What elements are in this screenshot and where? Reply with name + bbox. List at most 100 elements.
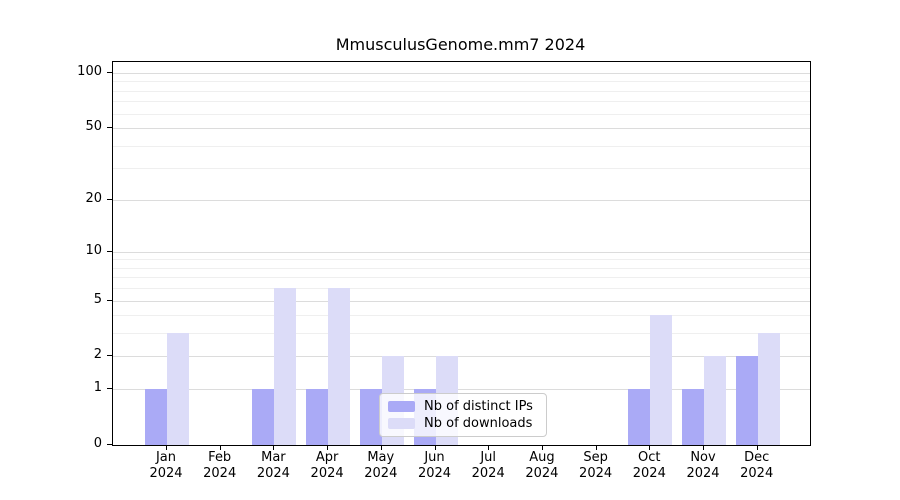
gridline-minor	[113, 81, 810, 83]
x-tick-label: Sep 2024	[566, 450, 626, 482]
x-tick	[756, 445, 758, 450]
legend-swatch-downloads	[388, 418, 415, 429]
x-tick-label-month: Jan	[155, 450, 177, 465]
y-tick-label: 1	[93, 380, 102, 396]
x-tick-label: Jun 2024	[405, 450, 465, 482]
x-tick-label-month: Dec	[744, 450, 770, 465]
y-tick	[107, 299, 112, 301]
plot-area: Nb of distinct IPs Nb of downloads	[112, 61, 811, 446]
legend-item-distinct-ips: Nb of distinct IPs	[388, 399, 538, 414]
x-tick-label: Jul 2024	[458, 450, 518, 482]
x-tick-label: Aug 2024	[512, 450, 572, 482]
x-tick-label: Nov 2024	[673, 450, 733, 482]
x-tick-label-year: 2024	[686, 466, 720, 481]
gridline-minor	[113, 259, 810, 261]
gridline-minor	[113, 267, 810, 269]
x-tick-label: Feb 2024	[190, 450, 250, 482]
x-tick	[488, 445, 490, 450]
bar-distinct-ips-apr	[306, 389, 329, 445]
y-tick-label: 50	[85, 119, 102, 135]
x-tick-label: Apr 2024	[297, 450, 357, 482]
x-tick-label-year: 2024	[740, 466, 774, 481]
x-tick-label-year: 2024	[417, 466, 452, 481]
x-tick-label-year: 2024	[364, 466, 398, 481]
gridline-minor	[113, 315, 810, 317]
gridline-minor	[113, 288, 810, 290]
gridline-minor	[113, 101, 810, 103]
legend-label-downloads: Nb of downloads	[424, 416, 533, 431]
x-tick	[219, 445, 221, 450]
x-tick-label-year: 2024	[579, 466, 613, 481]
x-tick	[434, 445, 436, 450]
bar-downloads-mar	[274, 288, 297, 445]
legend: Nb of distinct IPs Nb of downloads	[379, 393, 547, 437]
legend-label-distinct-ips: Nb of distinct IPs	[424, 399, 533, 414]
gridline-minor	[113, 113, 810, 115]
x-tick-label: Mar 2024	[243, 450, 303, 482]
bar-downloads-jan	[167, 333, 189, 445]
bar-distinct-ips-dec	[735, 356, 758, 445]
y-tick-label: 5	[93, 291, 102, 307]
x-tick	[273, 445, 275, 450]
x-tick-label-month: Apr	[315, 450, 339, 465]
x-tick-label-month: Feb	[208, 450, 232, 465]
bar-distinct-ips-may	[359, 389, 382, 445]
x-tick-label: May 2024	[351, 450, 411, 482]
y-tick	[107, 444, 112, 445]
x-tick-label-month: Jun	[424, 450, 445, 465]
x-tick	[166, 445, 167, 450]
x-tick-label-year: 2024	[471, 466, 505, 481]
x-tick-label-month: May	[367, 450, 395, 465]
y-tick-label: 10	[85, 242, 102, 258]
bar-distinct-ips-mar	[252, 389, 275, 445]
x-tick-label-month: Oct	[638, 450, 661, 465]
y-tick	[107, 72, 112, 73]
x-tick-label-month: Aug	[529, 450, 555, 465]
y-tick	[107, 198, 112, 200]
x-tick	[703, 445, 704, 450]
x-tick-label-year: 2024	[632, 466, 666, 481]
y-tick	[107, 355, 112, 357]
x-tick-label: Dec 2024	[727, 450, 787, 482]
gridline-minor	[113, 90, 810, 92]
x-tick-label-month: Sep	[583, 450, 608, 465]
x-tick-label-year: 2024	[203, 466, 237, 481]
bar-distinct-ips-jan	[145, 389, 167, 445]
x-tick	[380, 445, 382, 450]
gridline-major	[113, 356, 810, 358]
chart-title: MmusculusGenome.mm7 2024	[335, 35, 586, 54]
gridline-minor	[113, 145, 810, 147]
x-tick-label-year: 2024	[525, 466, 559, 481]
x-tick-label: Jan 2024	[136, 450, 196, 482]
gridline-major	[113, 73, 810, 74]
y-tick	[107, 127, 112, 129]
x-tick-label-month: Nov	[690, 450, 716, 465]
y-tick	[107, 388, 112, 390]
gridline-major	[113, 300, 810, 302]
gridline-major	[113, 128, 810, 130]
gridline-major	[113, 389, 810, 391]
x-tick	[327, 445, 329, 450]
gridline-minor	[113, 277, 810, 279]
gridline-minor	[113, 168, 810, 170]
y-tick-label: 0	[93, 436, 102, 451]
y-tick-label: 20	[85, 190, 102, 206]
gridline-major	[113, 199, 810, 201]
y-tick	[107, 250, 112, 252]
gridline-minor	[113, 333, 810, 335]
x-tick-label-year: 2024	[149, 466, 183, 481]
x-tick	[541, 445, 543, 450]
bar-downloads-nov	[704, 356, 726, 445]
legend-swatch-distinct-ips	[388, 401, 415, 412]
x-tick-label-year: 2024	[310, 466, 344, 481]
x-tick-label: Oct 2024	[619, 450, 679, 482]
legend-item-downloads: Nb of downloads	[388, 416, 538, 431]
y-tick-label: 100	[77, 64, 102, 79]
x-tick-label-month: Jul	[480, 450, 497, 465]
bar-downloads-apr	[328, 288, 351, 445]
y-tick-label: 2	[93, 347, 102, 363]
x-tick	[649, 445, 651, 450]
x-tick-label-month: Mar	[261, 450, 286, 465]
bar-distinct-ips-oct	[628, 389, 651, 445]
